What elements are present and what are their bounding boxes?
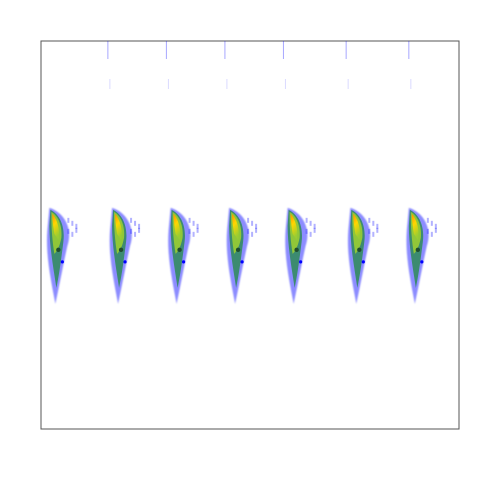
burst-4-speckle-4 <box>247 228 250 234</box>
burst-4-speckle-5 <box>251 231 254 237</box>
burst-6-speckle-1 <box>368 217 371 223</box>
burst-1 <box>46 207 78 304</box>
burst-7-core <box>411 213 419 240</box>
burst-5-speckle-6 <box>313 227 316 233</box>
burst-7-speckle-2 <box>430 220 433 226</box>
burst-1-speckle-4 <box>67 228 70 234</box>
burst-4-speckle-3 <box>255 223 258 229</box>
burst-1-core <box>52 213 59 240</box>
top-streaks <box>107 41 412 89</box>
burst-7-spot-2 <box>420 260 424 264</box>
burst-4-core <box>232 213 239 240</box>
burst-1-speckle-3 <box>75 223 78 229</box>
burst-3-speckle-3 <box>196 223 199 229</box>
burst-5-speckle-2 <box>309 220 312 226</box>
burst-1-spot-2 <box>60 260 64 264</box>
burst-4-speckle-6 <box>255 227 258 233</box>
burst-5-core <box>290 213 298 240</box>
burst-2-spot-1 <box>118 247 124 253</box>
burst-2-core <box>115 213 122 240</box>
burst-6-speckle-2 <box>372 220 375 226</box>
burst-6-spot-1 <box>357 247 362 253</box>
burst-5-speckle-1 <box>305 217 308 223</box>
burst-6-core <box>353 213 360 240</box>
burst-2-speckle-4 <box>130 228 133 234</box>
burst-4-speckle-2 <box>251 220 254 226</box>
burst-1-spot-1 <box>56 247 61 253</box>
burst-3-speckle-5 <box>192 231 195 237</box>
burst-3-spot-2 <box>181 260 186 264</box>
burst-7-speckle-4 <box>426 228 429 234</box>
burst-6-speckle-5 <box>372 231 375 237</box>
burst-3-speckle-6 <box>196 227 199 233</box>
burst-5-spot-1 <box>294 247 299 253</box>
burst-7-speckle-1 <box>426 217 429 223</box>
burst-4 <box>226 207 258 304</box>
burst-2-spot-2 <box>123 260 127 264</box>
burst-5 <box>285 207 316 304</box>
burst-3-spot-1 <box>177 247 182 253</box>
burst-1-speckle-6 <box>75 227 78 233</box>
burst-3 <box>168 207 199 304</box>
burst-2-speckle-3 <box>138 223 141 229</box>
burst-2-speckle-2 <box>134 220 137 226</box>
burst-7-speckle-3 <box>434 223 437 229</box>
burst-1-speckle-5 <box>71 231 74 237</box>
burst-5-speckle-3 <box>313 223 316 229</box>
burst-2 <box>109 207 141 304</box>
burst-4-spot-1 <box>235 247 241 253</box>
burst-3-speckle-1 <box>188 217 191 223</box>
burst-4-spot-2 <box>240 260 244 264</box>
burst-2-speckle-5 <box>134 231 137 237</box>
burst-6 <box>347 207 379 304</box>
bursts <box>46 207 437 304</box>
burst-6-speckle-6 <box>376 227 379 233</box>
burst-1-speckle-1 <box>67 217 70 223</box>
burst-2-speckle-6 <box>138 227 141 233</box>
burst-2-speckle-1 <box>130 217 133 223</box>
burst-7-speckle-6 <box>434 227 437 233</box>
burst-6-speckle-3 <box>376 223 379 229</box>
burst-7-spot-1 <box>415 247 421 253</box>
burst-1-speckle-2 <box>71 220 74 226</box>
burst-3-speckle-2 <box>192 220 195 226</box>
burst-6-speckle-4 <box>368 228 371 234</box>
burst-7 <box>406 207 437 304</box>
burst-3-core <box>173 213 181 240</box>
burst-6-spot-2 <box>361 260 365 264</box>
burst-5-spot-2 <box>299 260 303 264</box>
plot-frame <box>40 40 460 430</box>
burst-7-speckle-5 <box>430 231 433 237</box>
burst-5-speckle-5 <box>309 231 312 237</box>
burst-4-speckle-1 <box>247 217 250 223</box>
burst-3-speckle-4 <box>188 228 191 234</box>
burst-5-speckle-4 <box>305 228 308 234</box>
